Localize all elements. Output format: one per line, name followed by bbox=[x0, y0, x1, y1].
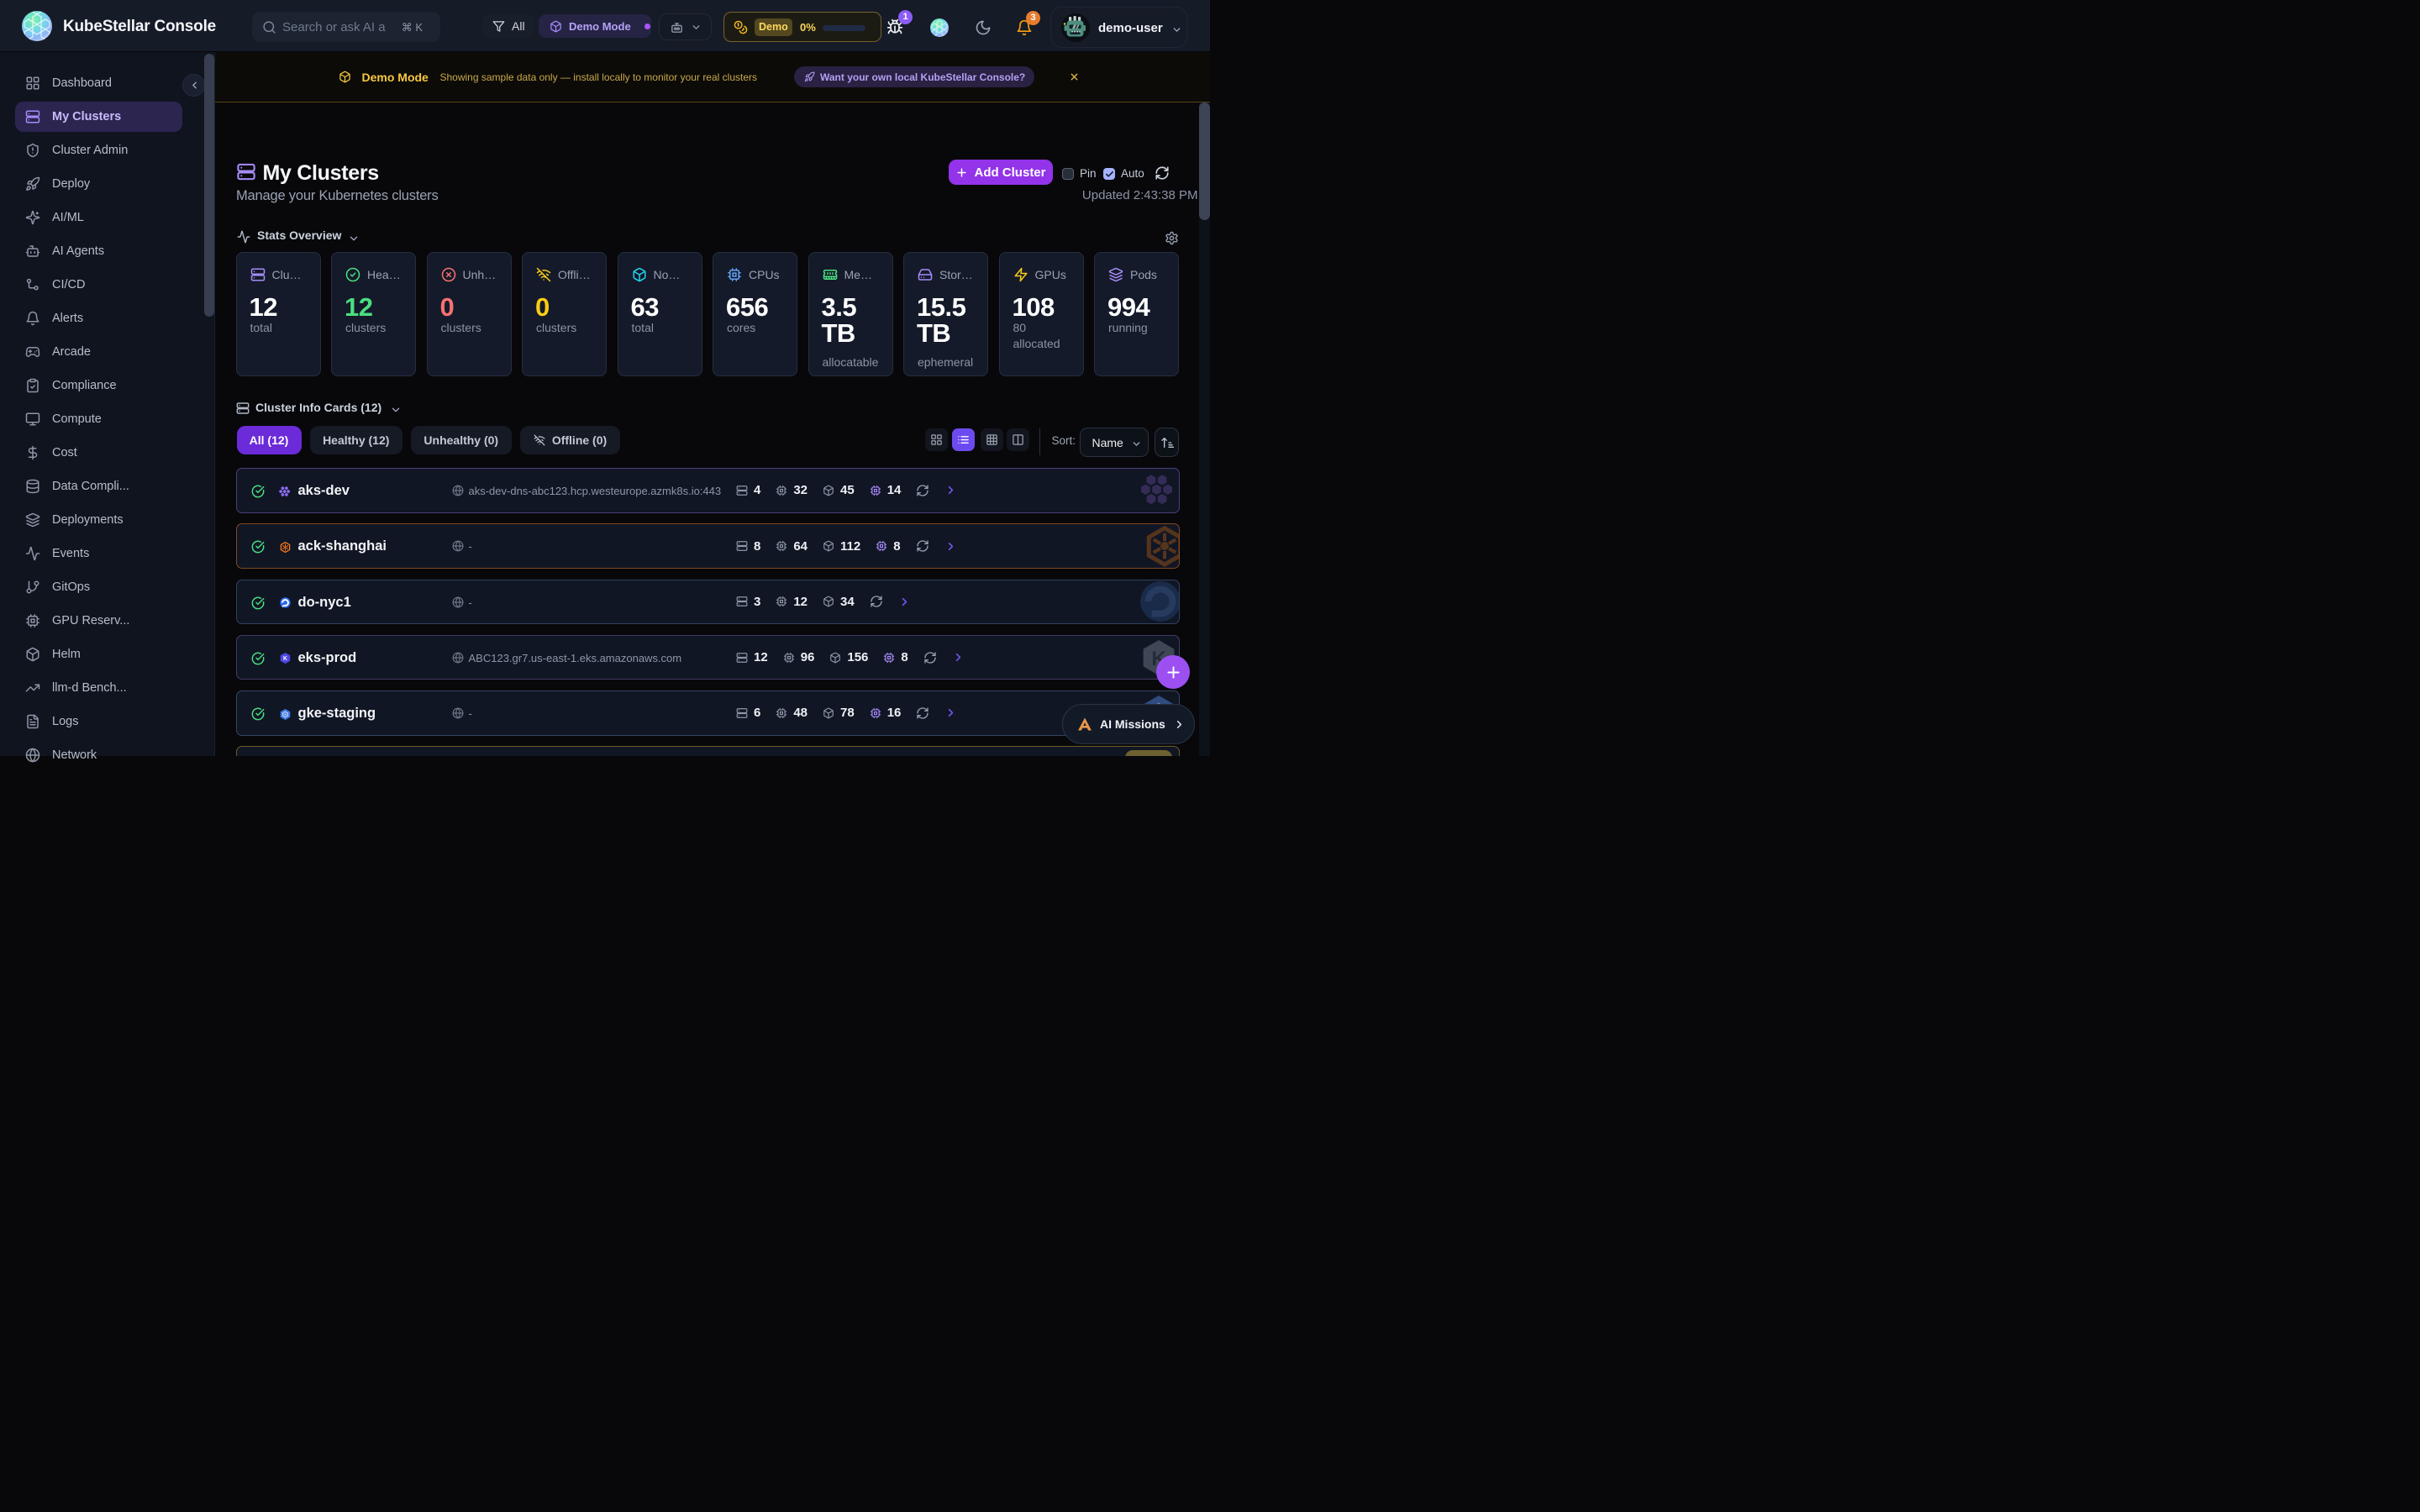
svg-text:K: K bbox=[283, 656, 287, 662]
